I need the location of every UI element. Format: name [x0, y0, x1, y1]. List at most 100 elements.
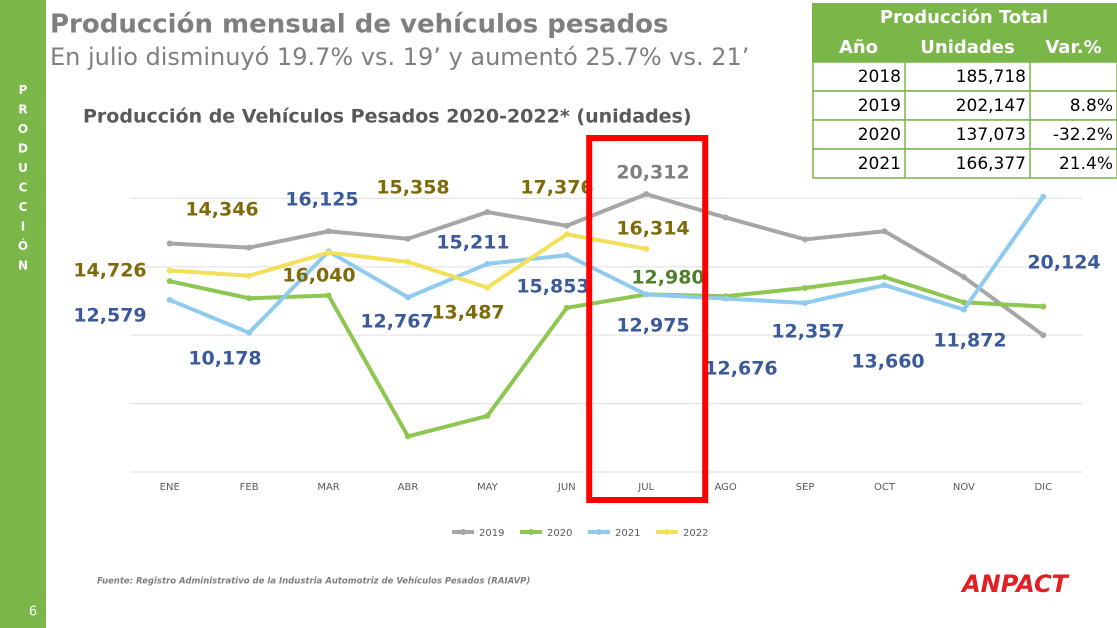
legend-dot — [664, 529, 670, 535]
data-label: 13,660 — [851, 351, 924, 373]
data-label: 16,040 — [282, 265, 355, 287]
data-label: 16,314 — [616, 218, 689, 240]
data-label: 15,853 — [516, 276, 589, 298]
table-cell: 8.8% — [1070, 96, 1113, 116]
source: Fuente: Registro Administrativo de la In… — [97, 577, 530, 587]
point — [325, 228, 332, 235]
x-tick-label: ABR — [398, 482, 419, 493]
title: Producción mensual de vehículos pesados — [50, 10, 669, 40]
point — [484, 412, 491, 419]
point — [484, 260, 491, 267]
x-tick-label: DIC — [1034, 482, 1052, 493]
chart-title: Producción de Vehículos Pesados 2020-202… — [83, 106, 692, 128]
legend-label: 2020 — [547, 528, 572, 539]
data-label: 12,579 — [73, 305, 146, 327]
table-cell: 2019 — [858, 96, 901, 116]
table-cell: 185,718 — [956, 67, 1026, 87]
point — [166, 267, 173, 274]
table-cell: 166,377 — [956, 154, 1026, 174]
data-label: 14,726 — [73, 260, 146, 282]
subtitle: En julio disminuyó 19.7% vs. 19’ y aumen… — [50, 43, 749, 71]
table-cell: 2021 — [858, 154, 901, 174]
point — [563, 231, 570, 238]
point — [246, 295, 253, 302]
table-row — [812, 61, 1117, 92]
point — [325, 292, 332, 299]
point — [563, 222, 570, 229]
x-tick-label: MAR — [317, 482, 339, 493]
point — [166, 240, 173, 247]
point — [722, 214, 729, 221]
point — [404, 294, 411, 301]
table-cell: 137,073 — [956, 125, 1026, 145]
legend-dot — [528, 529, 534, 535]
table-cell: 21.4% — [1059, 154, 1113, 174]
highlight-box — [586, 135, 709, 503]
table-column-header: Unidades — [920, 37, 1014, 58]
data-label: 11,872 — [933, 330, 1006, 352]
data-label: 15,211 — [436, 232, 509, 254]
x-tick-label: JUN — [557, 482, 576, 493]
series-line — [169, 275, 1044, 439]
legend-label: 2019 — [479, 528, 504, 539]
data-label: 12,357 — [771, 321, 844, 343]
data-label: 20,312 — [616, 162, 689, 184]
data-label: 13,487 — [431, 302, 504, 324]
data-label: 15,358 — [376, 177, 449, 199]
table-cell: 2018 — [858, 67, 901, 87]
data-label: 14,346 — [185, 199, 258, 221]
point — [563, 304, 570, 311]
x-tick-label: FEB — [240, 482, 259, 493]
data-label: 10,178 — [188, 348, 261, 370]
point — [246, 329, 253, 336]
point — [166, 278, 173, 285]
point — [643, 191, 650, 198]
logo: ANPACT — [960, 570, 1069, 598]
table-cell: 202,147 — [956, 96, 1026, 116]
point — [960, 274, 967, 281]
point — [484, 284, 491, 291]
point — [404, 235, 411, 242]
data-label: 16,125 — [285, 189, 358, 211]
point — [643, 245, 650, 252]
point — [325, 249, 332, 256]
legend-dot — [460, 529, 466, 535]
table-title: Producción Total — [880, 7, 1048, 28]
series-line — [169, 192, 1045, 337]
point — [881, 274, 888, 281]
legend-dot — [596, 529, 602, 535]
point — [802, 285, 809, 292]
data-label: 12,767 — [360, 311, 433, 333]
x-tick-label: ENE — [160, 482, 180, 493]
x-tick-label: MAY — [477, 482, 499, 493]
point — [563, 252, 570, 259]
point — [881, 228, 888, 235]
x-tick-label: SEP — [796, 482, 815, 493]
legend-label: 2022 — [683, 528, 708, 539]
data-label: 12,980 — [631, 267, 704, 289]
point — [802, 299, 809, 306]
page-number: 6 — [29, 605, 37, 620]
table-cell: -32.2% — [1053, 125, 1113, 145]
point — [246, 272, 253, 279]
point — [1040, 303, 1047, 310]
point — [960, 306, 967, 313]
table-column-header: Var.% — [1045, 37, 1101, 58]
x-tick-label: JUL — [637, 482, 654, 493]
point — [643, 291, 650, 298]
data-label: 12,676 — [704, 358, 777, 380]
point — [802, 236, 809, 243]
point — [881, 282, 888, 289]
point — [484, 209, 491, 216]
data-label: 20,124 — [1027, 252, 1100, 274]
table-row — [812, 90, 1117, 121]
x-tick-label: NOV — [953, 482, 975, 493]
table-row — [812, 148, 1117, 179]
x-tick-label: OCT — [874, 482, 896, 493]
point — [1040, 332, 1047, 339]
point — [960, 299, 967, 306]
table-row — [812, 119, 1117, 150]
